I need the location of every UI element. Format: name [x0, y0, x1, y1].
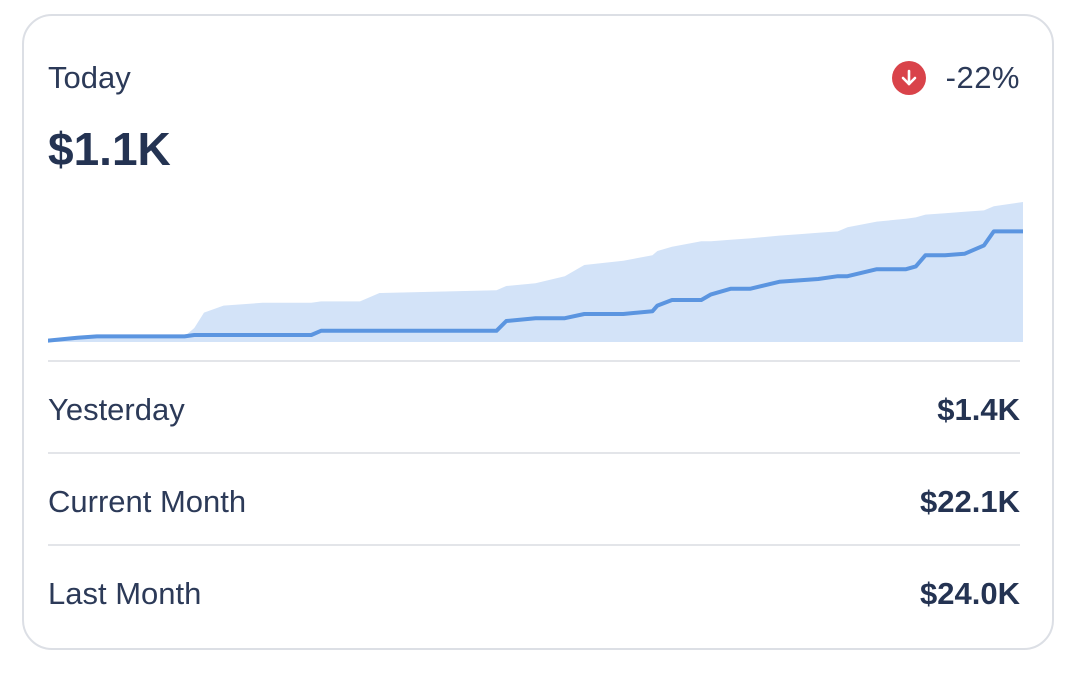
row-label: Yesterday: [48, 392, 185, 427]
row-label: Last Month: [48, 576, 202, 611]
revenue-summary-card: Today -22% $1.1K Yesterday $1.4K Current…: [22, 14, 1054, 650]
summary-rows: Yesterday $1.4K Current Month $22.1K Las…: [48, 360, 1020, 636]
trend-chart: [48, 196, 1023, 346]
card-header: Today -22%: [48, 58, 1020, 98]
row-value: $24.0K: [920, 576, 1020, 611]
today-amount: $1.1K: [48, 123, 171, 175]
change-percent: -22%: [945, 60, 1020, 95]
summary-row-yesterday: Yesterday $1.4K: [48, 360, 1020, 452]
chart-range-band: [48, 202, 1023, 342]
row-value: $1.4K: [937, 392, 1020, 427]
row-value: $22.1K: [920, 484, 1020, 519]
change-indicator: -22%: [891, 58, 1020, 98]
arrow-down-circle-icon: [891, 61, 926, 95]
summary-row-current-month: Current Month $22.1K: [48, 452, 1020, 544]
chart-series-line: [48, 229, 1023, 343]
summary-row-last-month: Last Month $24.0K: [48, 544, 1020, 636]
trend-chart-svg: [48, 202, 1023, 343]
period-label: Today: [48, 60, 131, 95]
row-label: Current Month: [48, 484, 247, 519]
